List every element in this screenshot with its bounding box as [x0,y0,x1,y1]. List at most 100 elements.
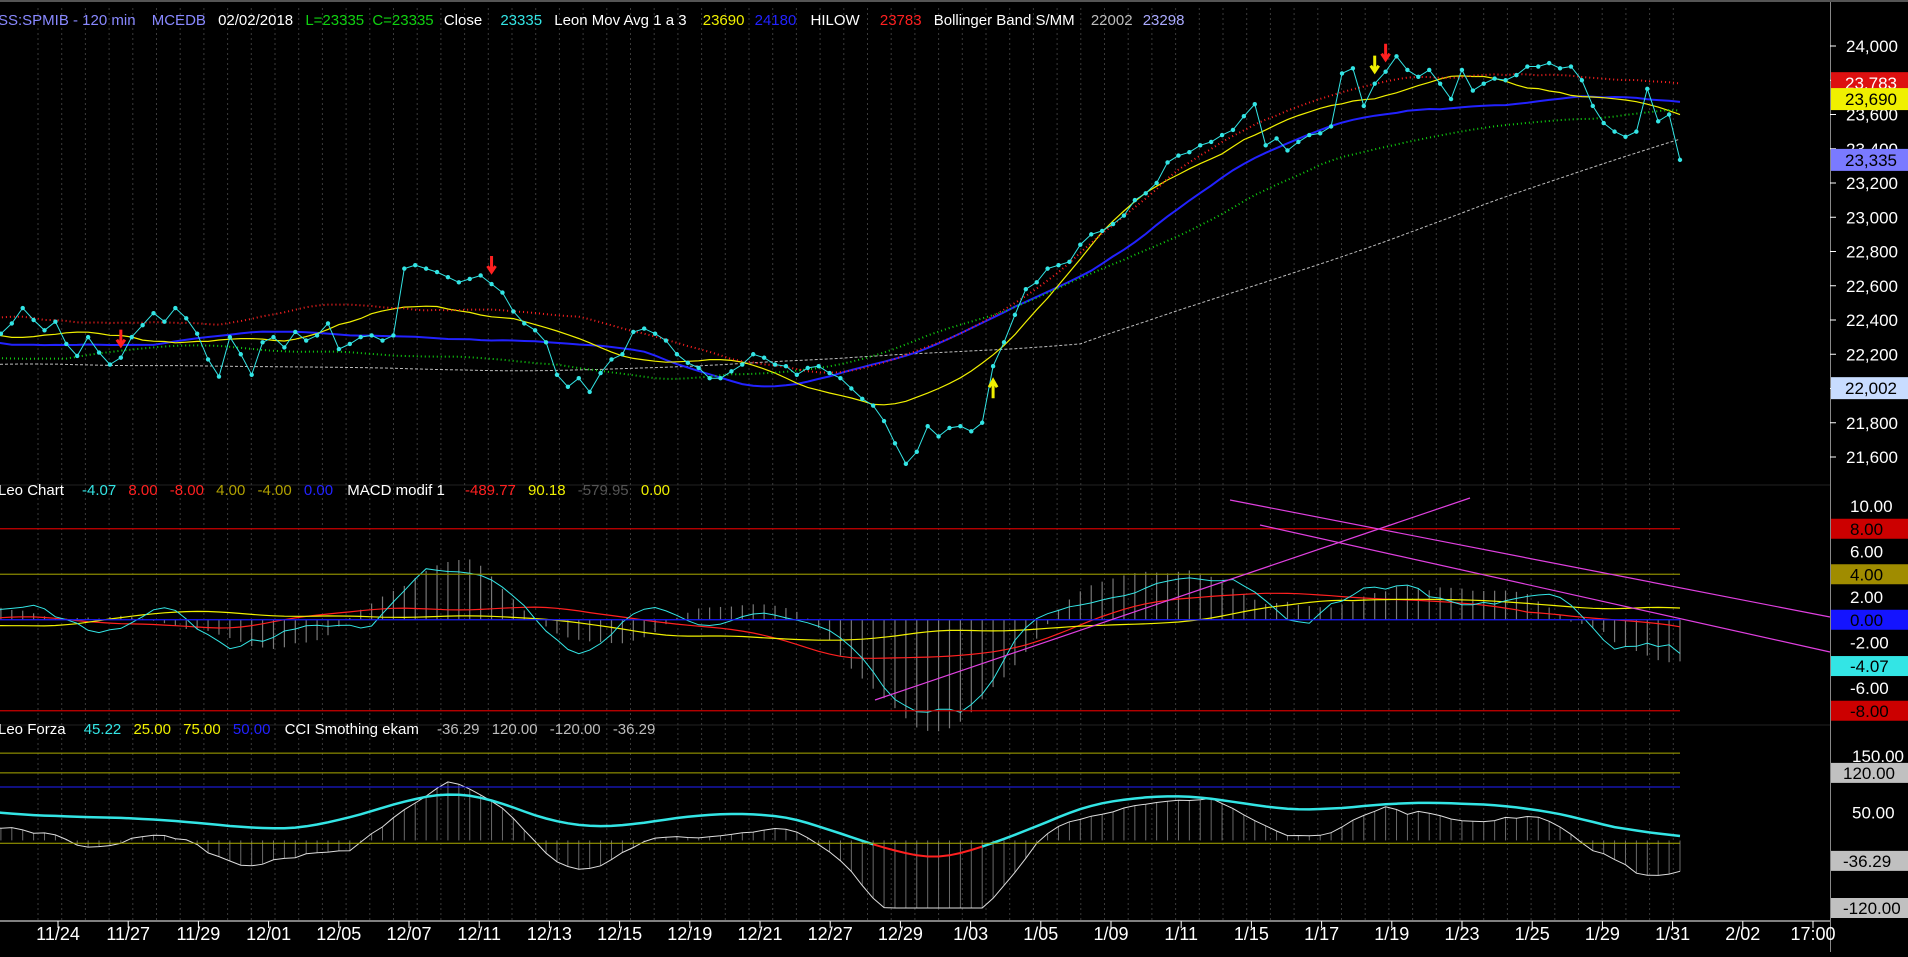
close-point [718,376,723,381]
time-tick-label-14: 1/05 [1023,924,1058,944]
macd-trendline-up [874,497,1471,701]
green-dotted-avg [0,108,1681,380]
bollinger-line [0,138,1681,372]
time-tick-label-24: 2/02 [1725,924,1760,944]
close-point [347,341,353,347]
close-point [1230,127,1236,133]
leo-forza-line [0,793,1681,848]
close-point [1525,64,1530,69]
time-tick-label-11: 12/27 [808,924,853,944]
close-point [1317,131,1323,136]
close-point [696,365,701,371]
close-point [1176,153,1181,158]
macd-badge-2 [1831,609,1908,630]
close-point [380,338,385,343]
macd-badge-label-1: 4.00 [1850,565,1883,584]
time-tick-label-23: 1/31 [1655,924,1690,944]
close-point [1001,340,1007,345]
time-tick-label-2: 11/29 [177,924,221,944]
cci-badge-label-2: -120.00 [1843,899,1901,918]
close-point [434,269,440,275]
close-point [1546,60,1552,66]
close-point [576,376,581,381]
cci-c4: -36.29 [613,721,656,738]
macd-label: MACD modif 1 [347,482,445,499]
cci-badge-label-1: -36.29 [1843,852,1891,871]
header-mavg-label: Leon Mov Avg 1 a 3 [554,12,686,29]
cci-v4: 50.00 [233,721,271,738]
close-point [1427,67,1432,73]
close-point [1514,72,1519,78]
sell-arrow-3 [1369,55,1380,75]
cci-badge-1 [1831,850,1908,871]
close-point [402,266,407,271]
close-point [75,353,80,359]
close-point [849,386,854,391]
close-point [85,334,91,340]
close-point [1536,64,1541,69]
cci-c1: -36.29 [437,721,480,738]
close-point [314,333,320,338]
close-point [1078,242,1083,247]
close-point [1110,221,1116,227]
cci-legend: Leo Forza 45.22 25.00 75.00 50.00 CCI Sm… [0,721,655,738]
close-point [1296,139,1301,145]
close-point [620,352,625,357]
header-legend: SS:SPMIB - 120 min MCEDB 02/02/2018 L=23… [0,12,1184,29]
close-point [914,449,919,455]
close-point [936,434,941,439]
close-point [522,321,527,326]
price-tick-label-7: 22,600 [1846,277,1898,296]
macd-badge-label-3: -4.07 [1850,657,1889,676]
close-point [609,357,614,362]
close-point [729,369,734,374]
close-point [369,333,374,338]
macd-v3: -8.00 [170,482,204,499]
close-point [303,338,309,343]
macd-cyan-line [0,568,1681,713]
close-point [707,376,712,381]
close-point [0,331,4,336]
macd-m3: -579.95 [578,482,629,499]
close-point [64,341,69,347]
close-point [96,350,102,355]
close-point [1470,88,1476,93]
price-tick-label-4: 23,200 [1846,174,1898,193]
close-point [249,372,254,377]
close-point [445,274,451,280]
close-point [1481,81,1486,86]
time-tick-label-15: 1/09 [1093,924,1128,944]
cci-name: Leo Forza [0,721,66,738]
macd-badge-4 [1831,700,1908,721]
price-badge-label-2: 23,335 [1845,151,1897,170]
close-point [456,280,462,285]
close-point [20,305,25,311]
time-tick-label-19: 1/19 [1374,924,1409,944]
close-point [1590,103,1595,109]
cci-badge-label-0: 120.00 [1843,764,1895,783]
close-point [958,423,963,429]
close-point [1132,197,1138,203]
close-point [53,319,58,324]
close-point [652,331,658,336]
close-point [413,263,418,268]
close-point [1012,312,1018,318]
header-hilow-label: HILOW [811,12,861,29]
macd-v6: 0.00 [304,482,333,499]
close-point [282,345,287,350]
cci-badge-2 [1831,898,1908,918]
close-point [761,355,767,360]
close-point [892,441,898,446]
close-point [1328,124,1334,129]
macd-m4: 0.00 [641,482,670,499]
time-tick-label-1: 11/27 [106,924,150,944]
close-point [271,334,276,340]
close-point [816,364,821,369]
cci-v3: 75.00 [183,721,221,738]
close-point [1601,120,1606,126]
sell-arrow-0 [115,329,127,349]
close-point [1241,114,1247,119]
price-tick-label-8: 22,400 [1846,311,1898,330]
